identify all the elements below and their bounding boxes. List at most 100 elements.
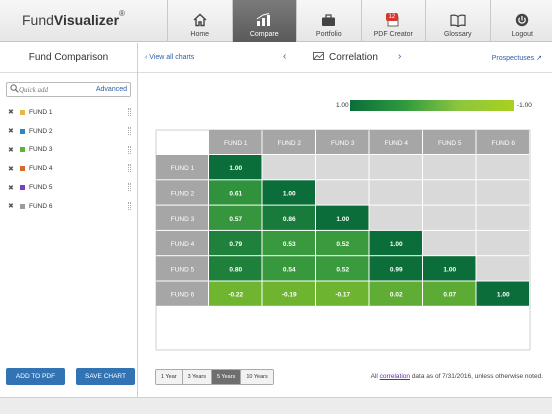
- prospectuses-link[interactable]: Prospectuses ↗: [492, 54, 542, 62]
- correlation-value: 0.57: [229, 216, 242, 223]
- correlation-cell: [262, 281, 315, 306]
- correlation-cell: [209, 155, 262, 180]
- row-header-label: FUND 3: [171, 216, 195, 223]
- nav-pdf-creator[interactable]: 12 PDF Creator: [360, 0, 426, 42]
- fund-list-item[interactable]: ✖ FUND 3: [0, 141, 137, 160]
- correlation-value: -0.17: [335, 292, 350, 299]
- correlation-cell: [262, 205, 315, 230]
- remove-fund-icon[interactable]: ✖: [8, 165, 14, 173]
- fund-list-item[interactable]: ✖ FUND 5: [0, 178, 137, 197]
- drag-handle-icon[interactable]: [128, 201, 131, 210]
- drag-handle-icon[interactable]: [128, 126, 131, 135]
- empty-cell: [476, 155, 529, 180]
- correlation-value: 0.54: [283, 266, 296, 273]
- row-header-label: FUND 1: [171, 165, 195, 172]
- view-all-charts-link[interactable]: ‹ View all charts: [145, 54, 194, 61]
- correlation-cell: [262, 180, 315, 205]
- remove-fund-icon[interactable]: ✖: [8, 109, 14, 117]
- fund-color-swatch: [20, 203, 25, 209]
- previous-chart-button[interactable]: ‹: [283, 51, 287, 62]
- correlation-value: 1.00: [443, 266, 456, 273]
- next-chart-button[interactable]: ›: [398, 51, 402, 62]
- time-range-button[interactable]: 5 Years: [211, 370, 242, 384]
- correlation-value: 0.61: [229, 190, 242, 197]
- row-header-cell: [156, 281, 208, 306]
- drag-handle-icon[interactable]: [128, 164, 131, 173]
- top-bar: FundVisualizer® Home Compare Portfolio: [0, 0, 552, 42]
- remove-fund-icon[interactable]: ✖: [8, 128, 14, 136]
- correlation-cell: [369, 230, 422, 256]
- remove-fund-icon[interactable]: ✖: [8, 184, 14, 192]
- chart-title-label: Correlation: [329, 52, 378, 63]
- external-link-icon: ↗: [536, 55, 542, 62]
- correlation-cell: [209, 205, 262, 230]
- column-header-label: FUND 2: [278, 140, 302, 147]
- empty-cell: [369, 155, 422, 180]
- column-header-cell: [209, 130, 262, 154]
- empty-cell: [316, 180, 369, 205]
- quick-add-input[interactable]: [19, 85, 79, 94]
- fund-label: FUND 6: [29, 202, 53, 210]
- correlation-cell: [423, 256, 476, 281]
- empty-cell: [476, 256, 529, 281]
- empty-cell: [423, 155, 476, 180]
- empty-cell: [423, 180, 476, 205]
- nav-label: Portfolio: [315, 31, 342, 38]
- fund-color-swatch: [20, 166, 25, 172]
- view-all-label: View all charts: [149, 54, 195, 61]
- remove-fund-icon[interactable]: ✖: [8, 146, 14, 154]
- time-range-button[interactable]: 1 Year: [156, 370, 183, 384]
- correlation-cell: [369, 256, 422, 281]
- correlation-value: 1.00: [229, 165, 242, 172]
- fund-label: FUND 5: [29, 184, 53, 192]
- fund-list-item[interactable]: ✖ FUND 6: [0, 197, 137, 216]
- correlation-cell: [476, 281, 529, 306]
- time-range-button[interactable]: 10 Years: [241, 370, 273, 384]
- correlation-cell: [316, 205, 369, 230]
- bottom-strip: [0, 397, 552, 414]
- column-header-cell: [262, 130, 315, 154]
- empty-cell: [423, 205, 476, 230]
- correlation-value: 1.00: [390, 241, 403, 248]
- add-to-pdf-button[interactable]: ADD TO PDF: [6, 368, 65, 385]
- empty-cell: [423, 230, 476, 256]
- advanced-link[interactable]: Advanced: [95, 86, 127, 93]
- drag-handle-icon[interactable]: [128, 183, 131, 192]
- nav-compare[interactable]: Compare: [231, 0, 296, 42]
- chart-image-icon: [313, 52, 324, 63]
- book-icon: [450, 12, 466, 28]
- time-range-button[interactable]: 3 Years: [182, 370, 212, 384]
- nav-home[interactable]: Home: [167, 0, 232, 42]
- column-header-label: FUND 6: [492, 140, 516, 147]
- empty-cell: [476, 180, 529, 205]
- column-header-cell: [423, 130, 476, 154]
- drag-handle-icon[interactable]: [128, 108, 131, 116]
- correlation-cell: [209, 256, 262, 281]
- fund-label: FUND 1: [29, 108, 53, 116]
- correlation-link[interactable]: correlation: [379, 373, 411, 380]
- correlation-cell: [316, 256, 369, 281]
- empty-cell: [476, 230, 529, 256]
- correlation-value: 0.52: [336, 241, 349, 248]
- sidebar-actions: ADD TO PDF SAVE CHART: [6, 368, 135, 385]
- fund-list-item[interactable]: ✖ FUND 2: [0, 122, 137, 141]
- fund-color-swatch: [20, 147, 25, 153]
- nav-portfolio[interactable]: Portfolio: [296, 0, 361, 42]
- sidebar: Fund Comparison Advanced ✖FUND 1✖FUND 2✖…: [0, 43, 138, 397]
- time-range-selector: 1 Year 3 Years 5 Years 10 Years: [155, 369, 274, 385]
- save-chart-button[interactable]: SAVE CHART: [76, 368, 135, 385]
- fund-list-item[interactable]: ✖ FUND 4: [0, 159, 137, 178]
- main-nav: Home Compare Portfolio 12 PDF Creator: [167, 0, 552, 42]
- fund-label: FUND 3: [29, 146, 53, 154]
- row-header-cell: [156, 180, 208, 205]
- correlation-cell: [262, 230, 315, 256]
- nav-glossary[interactable]: Glossary: [425, 0, 490, 42]
- fund-list-item[interactable]: ✖ FUND 1: [0, 103, 137, 122]
- row-header-cell: [156, 205, 208, 230]
- column-header-label: FUND 5: [438, 140, 462, 147]
- nav-logout[interactable]: Logout: [489, 0, 552, 42]
- drag-handle-icon[interactable]: [128, 145, 131, 154]
- correlation-value: -0.19: [282, 292, 297, 299]
- remove-fund-icon[interactable]: ✖: [8, 203, 14, 211]
